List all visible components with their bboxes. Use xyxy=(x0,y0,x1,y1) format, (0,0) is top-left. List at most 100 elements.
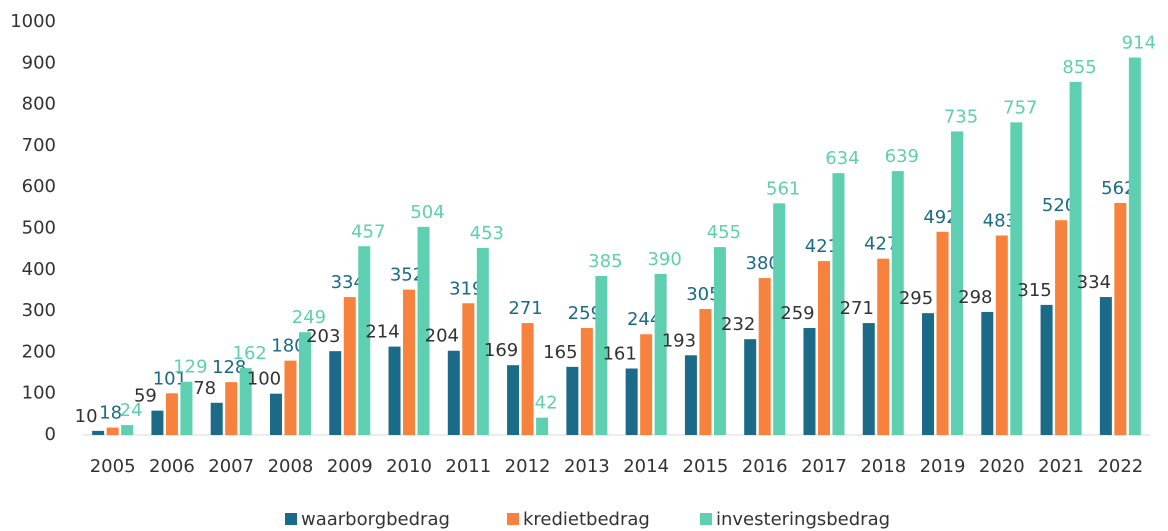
data-label: 180 xyxy=(271,336,305,357)
x-tick-label: 2017 xyxy=(801,456,847,477)
bar xyxy=(684,355,697,435)
y-tick-label: 300 xyxy=(22,300,56,321)
y-tick-label: 100 xyxy=(22,383,56,404)
x-tick-label: 2012 xyxy=(505,456,551,477)
data-label: 561 xyxy=(766,178,800,199)
bar xyxy=(1114,202,1127,435)
data-label: 42 xyxy=(535,393,558,414)
x-tick-label: 2014 xyxy=(623,456,669,477)
x-tick-label: 2006 xyxy=(149,456,195,477)
bar xyxy=(566,366,579,435)
bar xyxy=(744,339,757,435)
bar xyxy=(507,365,520,435)
data-label: 315 xyxy=(1017,280,1051,301)
bar xyxy=(654,273,667,435)
bar xyxy=(803,328,816,435)
x-tick-label: 2010 xyxy=(386,456,432,477)
x-tick-label: 2008 xyxy=(268,456,314,477)
bar xyxy=(877,258,890,435)
bar xyxy=(106,427,119,435)
data-label: 457 xyxy=(351,221,385,242)
data-label: 18 xyxy=(99,403,122,424)
data-label: 78 xyxy=(193,378,216,399)
legend-label: kredietbedrag xyxy=(523,509,650,530)
bar xyxy=(995,235,1008,435)
x-tick-label: 2013 xyxy=(564,456,610,477)
y-tick-label: 400 xyxy=(22,259,56,280)
bar xyxy=(180,381,193,435)
y-tick-label: 1000 xyxy=(10,11,56,32)
bar xyxy=(713,247,726,435)
data-label: 271 xyxy=(840,298,874,319)
legend-swatch xyxy=(700,513,712,525)
bar xyxy=(536,417,549,435)
x-tick-label: 2022 xyxy=(1097,456,1143,477)
data-label: 634 xyxy=(825,148,859,169)
data-label: 232 xyxy=(721,314,755,335)
data-label: 100 xyxy=(247,369,281,390)
bar xyxy=(1040,304,1053,435)
bar xyxy=(832,173,845,435)
bar xyxy=(151,410,164,435)
bar xyxy=(403,289,416,435)
bar xyxy=(521,323,534,435)
x-tick-label: 2020 xyxy=(979,456,1025,477)
data-label: 128 xyxy=(212,357,246,378)
data-label: 24 xyxy=(120,400,143,421)
data-label: 520 xyxy=(1042,195,1076,216)
bar xyxy=(625,368,638,435)
x-tick-label: 2019 xyxy=(920,456,966,477)
data-label: 427 xyxy=(864,234,898,255)
data-label: 203 xyxy=(306,326,340,347)
bar xyxy=(981,311,994,435)
data-label: 735 xyxy=(944,106,978,127)
bar xyxy=(343,297,356,435)
data-label: 380 xyxy=(746,253,780,274)
data-label: 334 xyxy=(1077,272,1111,293)
data-label: 214 xyxy=(365,322,399,343)
data-label: 492 xyxy=(923,207,957,228)
data-label: 562 xyxy=(1101,178,1135,199)
bar xyxy=(298,332,311,435)
data-label: 455 xyxy=(707,222,741,243)
y-tick-label: 800 xyxy=(22,94,56,115)
bar xyxy=(1099,297,1112,435)
bar xyxy=(417,226,430,435)
x-tick-label: 2009 xyxy=(327,456,373,477)
data-label: 385 xyxy=(588,251,622,272)
x-tick-label: 2005 xyxy=(90,456,136,477)
bar xyxy=(447,350,460,435)
data-label: 914 xyxy=(1122,33,1156,54)
bar xyxy=(358,246,371,435)
x-tick-label: 2011 xyxy=(445,456,491,477)
data-label: 639 xyxy=(885,146,919,167)
bar xyxy=(121,425,134,435)
x-tick-label: 2021 xyxy=(1038,456,1084,477)
data-label: 101 xyxy=(153,368,187,389)
data-label: 421 xyxy=(805,236,839,257)
bar xyxy=(595,275,608,435)
data-label: 334 xyxy=(331,272,365,293)
data-label: 259 xyxy=(780,303,814,324)
x-tick-label: 2016 xyxy=(742,456,788,477)
bar xyxy=(269,393,282,435)
data-label: 295 xyxy=(899,288,933,309)
data-label: 193 xyxy=(662,330,696,351)
data-label: 757 xyxy=(1003,97,1037,118)
bar xyxy=(773,203,786,435)
bar xyxy=(210,402,223,435)
data-label: 244 xyxy=(627,309,661,330)
bar xyxy=(462,303,475,435)
data-label: 319 xyxy=(449,278,483,299)
bar xyxy=(165,393,178,435)
bar xyxy=(699,309,712,435)
data-label: 271 xyxy=(508,298,542,319)
bar xyxy=(1069,81,1082,435)
data-label: 298 xyxy=(958,287,992,308)
data-label: 249 xyxy=(292,307,326,328)
y-tick-label: 200 xyxy=(22,341,56,362)
legend-swatch xyxy=(507,513,519,525)
data-label: 10 xyxy=(75,406,98,427)
y-tick-label: 700 xyxy=(22,135,56,156)
data-label: 59 xyxy=(134,386,157,407)
